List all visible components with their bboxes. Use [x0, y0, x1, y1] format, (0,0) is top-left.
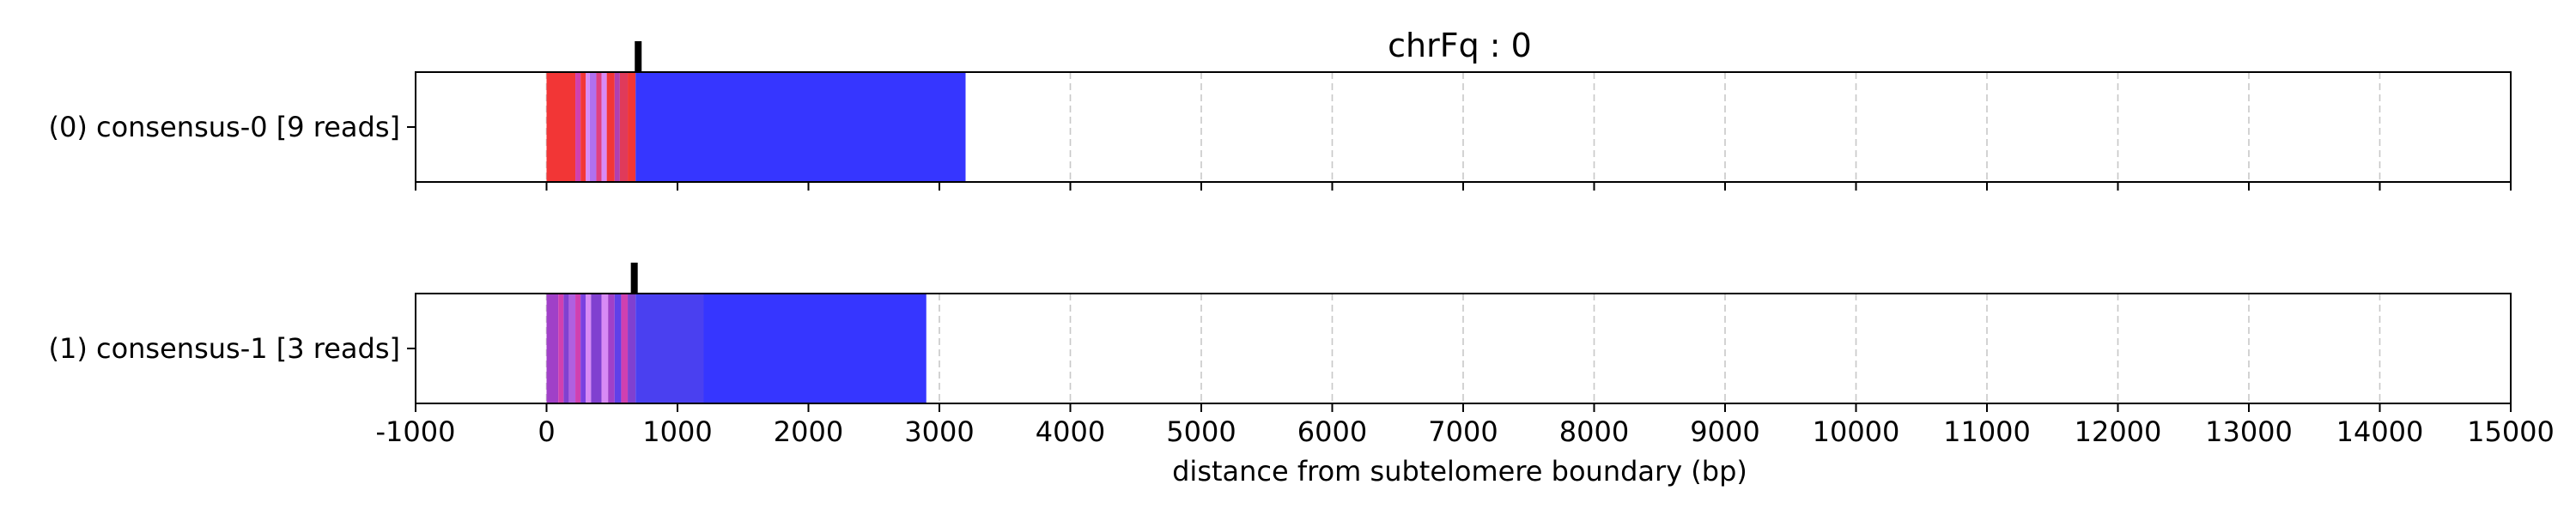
- track-1-segment: [580, 294, 586, 403]
- x-tick-label: 11000: [1943, 415, 2031, 448]
- x-tick-label: 3000: [904, 415, 974, 448]
- track-1-segment: [586, 294, 592, 403]
- track-0-segment: [589, 72, 597, 182]
- track-1-segment: [614, 294, 622, 403]
- track-0-segment: [606, 72, 615, 182]
- track-1-segment: [568, 294, 576, 403]
- track-1-segment: [635, 294, 704, 403]
- track-1-marker: [630, 263, 638, 294]
- x-tick-label: 12000: [2075, 415, 2162, 448]
- track-0: (0) consensus-0 [9 reads]: [48, 41, 2512, 183]
- x-axis-label: distance from subtelomere boundary (bp): [1172, 455, 1747, 488]
- track-0-segment: [575, 72, 581, 182]
- x-tick-label: 7000: [1428, 415, 1498, 448]
- track-1-segment: [575, 294, 581, 403]
- x-axis-ticks: -1000 0 1000 2000 3000 4000 5000 6000 7000 8000 90…: [376, 182, 2555, 448]
- track-1-segment: [621, 294, 629, 403]
- chart-title: chrFq : 0: [1388, 27, 1532, 64]
- track-0-segment: [586, 72, 590, 182]
- x-tick-label: 6000: [1297, 415, 1367, 448]
- track-1: (1) consensus-1 [3 reads]: [48, 263, 2512, 404]
- track-0-segment: [596, 72, 602, 182]
- track-1-segment: [558, 294, 564, 403]
- track-1-segment: [546, 294, 559, 403]
- x-tick-label: 9000: [1690, 415, 1759, 448]
- track-1-segment: [563, 294, 569, 403]
- x-tick-label: 5000: [1166, 415, 1236, 448]
- track-1-segment: [703, 294, 927, 403]
- track-0-segment: [635, 72, 966, 182]
- tracks: (0) consensus-0 [9 reads] (1) consensus-1…: [48, 41, 2512, 404]
- x-tick-label: 0: [538, 415, 555, 448]
- track-0-segment: [601, 72, 607, 182]
- track-1-segment: [591, 294, 602, 403]
- x-tick-label: 4000: [1036, 415, 1105, 448]
- track-0-segment: [546, 72, 576, 182]
- x-tick-label: 15000: [2467, 415, 2555, 448]
- x-tick-label: 14000: [2336, 415, 2424, 448]
- x-tick-label: 2000: [774, 415, 843, 448]
- track-0-segment: [614, 72, 620, 182]
- track-0-marker: [635, 41, 642, 72]
- x-tick-label: 10000: [1813, 415, 1900, 448]
- track-0-segment: [619, 72, 629, 182]
- track-label: (1) consensus-1 [3 reads]: [48, 332, 400, 365]
- x-tick-label: 13000: [2205, 415, 2293, 448]
- track-1-segment: [628, 294, 636, 403]
- x-tick-label: 8000: [1559, 415, 1629, 448]
- x-tick-label: 1000: [642, 415, 712, 448]
- track-1-segment: [601, 294, 609, 403]
- track-label: (0) consensus-0 [9 reads]: [48, 111, 400, 143]
- track-0-segment: [580, 72, 586, 182]
- track-1-segment: [608, 294, 615, 403]
- x-tick-label: -1000: [376, 415, 456, 448]
- track-0-segment: [628, 72, 636, 182]
